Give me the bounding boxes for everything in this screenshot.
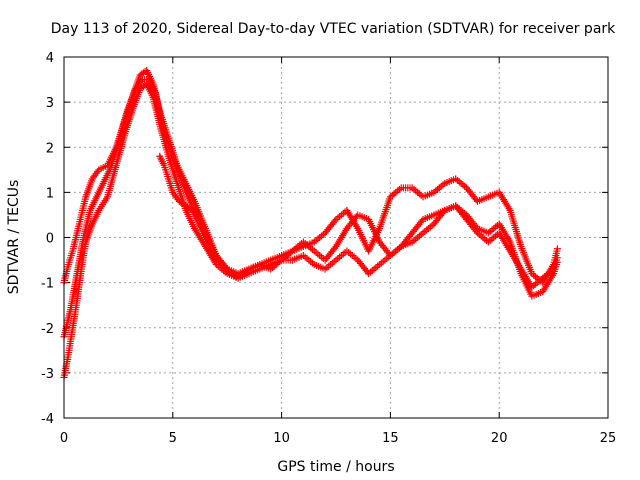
y-tick-label: -1 [41, 277, 54, 292]
data-point [553, 254, 561, 262]
data-point [331, 217, 339, 225]
series-track-b [60, 80, 561, 381]
x-tick-label: 10 [273, 431, 290, 446]
y-tick-label: 1 [46, 186, 54, 201]
series-track-d [156, 152, 240, 281]
x-tick-label: 20 [491, 431, 508, 446]
data-points [60, 67, 561, 381]
data-point [472, 227, 480, 235]
grid-lines [64, 57, 608, 418]
y-tick-label: 3 [46, 96, 54, 111]
series-track-c [60, 76, 561, 341]
y-tick-label: 4 [46, 51, 54, 66]
data-point [231, 272, 239, 280]
plot-frame [63, 56, 609, 419]
y-tick-label: 0 [46, 232, 54, 247]
x-tick-label: 15 [382, 431, 399, 446]
x-tick-label: 5 [169, 431, 177, 446]
y-tick-label: -3 [41, 367, 54, 382]
y-axis-label: SDTVAR / TECUs [6, 180, 22, 295]
data-point [232, 273, 240, 281]
x-axis-label: GPS time / hours [277, 459, 394, 475]
x-tick-label: 25 [600, 431, 617, 446]
y-tick-label: -2 [41, 322, 54, 337]
x-tick-label: 0 [60, 431, 68, 446]
data-point [553, 245, 561, 253]
y-tick-label: -4 [41, 412, 54, 427]
y-tick-label: 2 [46, 141, 54, 156]
tick-labels: 0 5 10 15 20 25 -4 -3 -2 -1 0 1 2 3 4 [41, 51, 616, 446]
data-point [418, 217, 426, 225]
chart-title: Day 113 of 2020, Sidereal Day-to-day VTE… [51, 21, 616, 37]
